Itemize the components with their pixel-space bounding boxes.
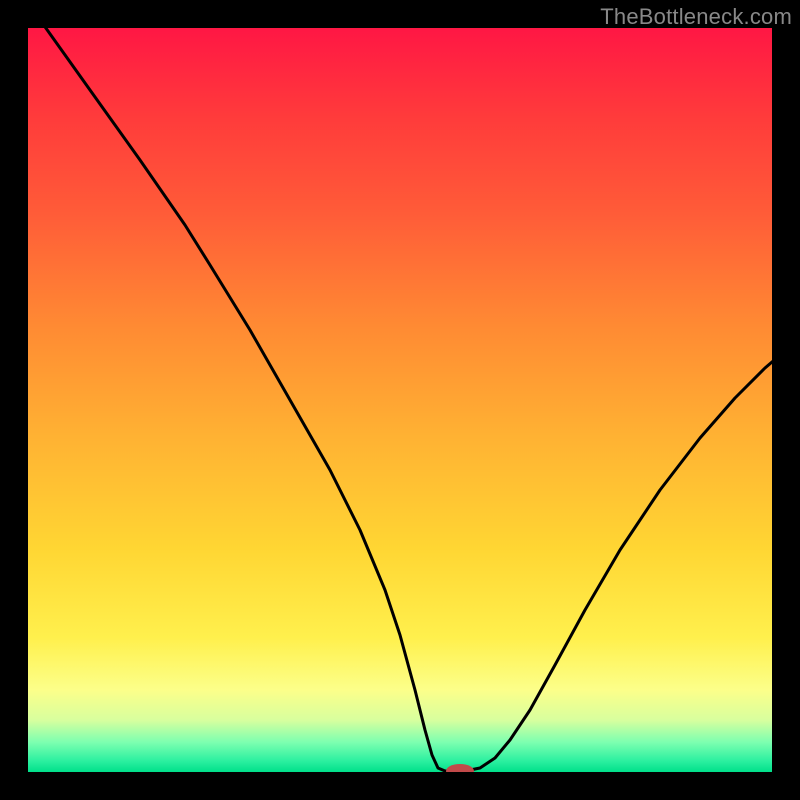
- watermark-text: TheBottleneck.com: [600, 4, 792, 30]
- chart-canvas: TheBottleneck.com: [0, 0, 800, 800]
- gradient-background: [28, 28, 772, 772]
- gradient-chart: [0, 0, 800, 800]
